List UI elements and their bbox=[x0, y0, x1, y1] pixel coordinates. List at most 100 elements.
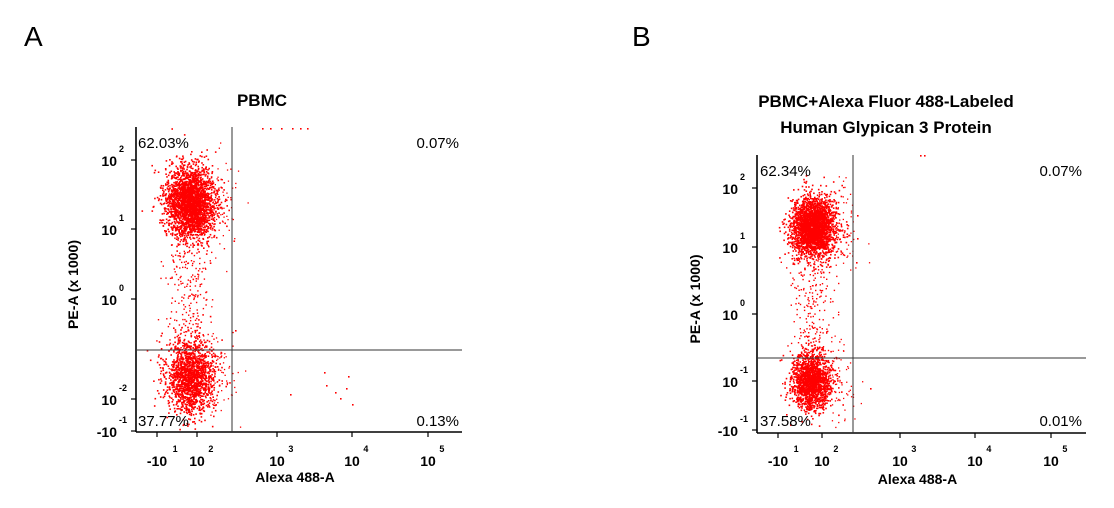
data-point bbox=[184, 334, 187, 337]
data-point bbox=[182, 383, 185, 385]
data-point bbox=[184, 173, 186, 175]
data-point bbox=[185, 409, 187, 411]
data-point bbox=[203, 389, 205, 391]
data-point bbox=[186, 201, 188, 204]
data-point bbox=[201, 407, 204, 410]
data-point bbox=[220, 353, 222, 355]
data-point bbox=[187, 400, 189, 403]
data-point bbox=[176, 192, 178, 194]
data-point bbox=[192, 385, 195, 387]
data-point bbox=[190, 233, 193, 236]
data-point bbox=[184, 342, 186, 345]
data-point bbox=[199, 222, 202, 224]
data-point bbox=[204, 378, 206, 380]
data-point bbox=[199, 293, 202, 296]
data-point bbox=[191, 406, 193, 408]
data-point bbox=[192, 421, 194, 423]
data-point bbox=[189, 175, 192, 177]
data-point bbox=[184, 181, 187, 183]
data-point bbox=[195, 359, 197, 362]
data-point bbox=[170, 210, 172, 213]
data-point bbox=[176, 245, 178, 248]
data-point bbox=[185, 174, 188, 176]
data-point bbox=[175, 367, 177, 370]
data-point bbox=[182, 402, 185, 404]
data-point bbox=[181, 408, 183, 411]
data-point bbox=[189, 354, 192, 357]
data-point bbox=[189, 399, 192, 402]
y-axis-label: PE-A (x 1000) bbox=[65, 240, 81, 329]
data-point bbox=[203, 374, 206, 376]
data-point bbox=[192, 188, 195, 191]
data-point bbox=[177, 378, 179, 380]
data-point bbox=[195, 173, 197, 176]
data-point bbox=[195, 200, 198, 203]
data-point bbox=[212, 333, 214, 335]
data-point bbox=[198, 371, 200, 374]
data-point bbox=[292, 128, 294, 130]
data-point bbox=[173, 171, 175, 173]
data-point bbox=[194, 395, 196, 397]
data-point bbox=[196, 369, 198, 372]
data-point bbox=[208, 245, 210, 248]
data-point bbox=[202, 192, 204, 194]
data-point bbox=[185, 260, 187, 263]
data-point bbox=[226, 270, 228, 273]
data-point bbox=[205, 374, 207, 377]
data-point bbox=[213, 404, 215, 406]
data-point bbox=[190, 276, 193, 278]
data-point bbox=[204, 215, 207, 218]
data-point bbox=[204, 385, 207, 387]
data-point bbox=[189, 395, 192, 397]
data-point bbox=[200, 183, 203, 186]
data-point bbox=[186, 187, 189, 190]
data-point bbox=[170, 170, 173, 173]
data-point bbox=[186, 200, 189, 203]
data-point bbox=[176, 374, 179, 376]
data-point bbox=[173, 386, 176, 388]
data-point bbox=[170, 379, 172, 381]
data-point bbox=[787, 197, 790, 199]
data-point bbox=[173, 359, 175, 361]
data-point bbox=[196, 387, 198, 390]
data-point bbox=[207, 227, 209, 230]
data-point bbox=[191, 227, 194, 229]
data-point bbox=[223, 248, 226, 250]
data-point bbox=[167, 228, 169, 231]
data-point bbox=[203, 371, 206, 374]
data-point bbox=[195, 301, 198, 304]
data-point bbox=[180, 354, 183, 356]
data-point bbox=[219, 437, 220, 438]
data-point bbox=[201, 233, 204, 236]
data-point bbox=[173, 181, 175, 184]
data-point bbox=[190, 380, 192, 383]
data-point bbox=[162, 219, 165, 221]
data-point bbox=[326, 385, 328, 387]
data-point bbox=[205, 202, 208, 204]
data-point bbox=[178, 202, 180, 204]
data-point bbox=[172, 384, 174, 386]
data-point bbox=[176, 184, 179, 186]
data-point bbox=[174, 254, 177, 256]
data-point bbox=[202, 215, 204, 217]
data-point bbox=[184, 392, 187, 395]
data-point bbox=[183, 217, 185, 219]
data-point bbox=[212, 211, 215, 214]
data-point bbox=[208, 389, 210, 392]
data-point bbox=[221, 220, 224, 222]
data-point bbox=[197, 278, 199, 280]
data-point bbox=[197, 239, 199, 242]
data-point bbox=[176, 373, 179, 375]
data-point bbox=[194, 175, 197, 177]
data-point bbox=[159, 219, 161, 221]
data-point bbox=[161, 213, 164, 215]
data-point bbox=[193, 356, 195, 359]
data-point bbox=[216, 355, 218, 357]
data-point bbox=[179, 207, 181, 210]
data-point bbox=[211, 251, 213, 254]
data-point bbox=[178, 215, 180, 218]
data-point bbox=[220, 369, 222, 372]
data-point bbox=[208, 372, 210, 375]
data-point bbox=[192, 373, 195, 375]
data-point bbox=[226, 383, 228, 386]
